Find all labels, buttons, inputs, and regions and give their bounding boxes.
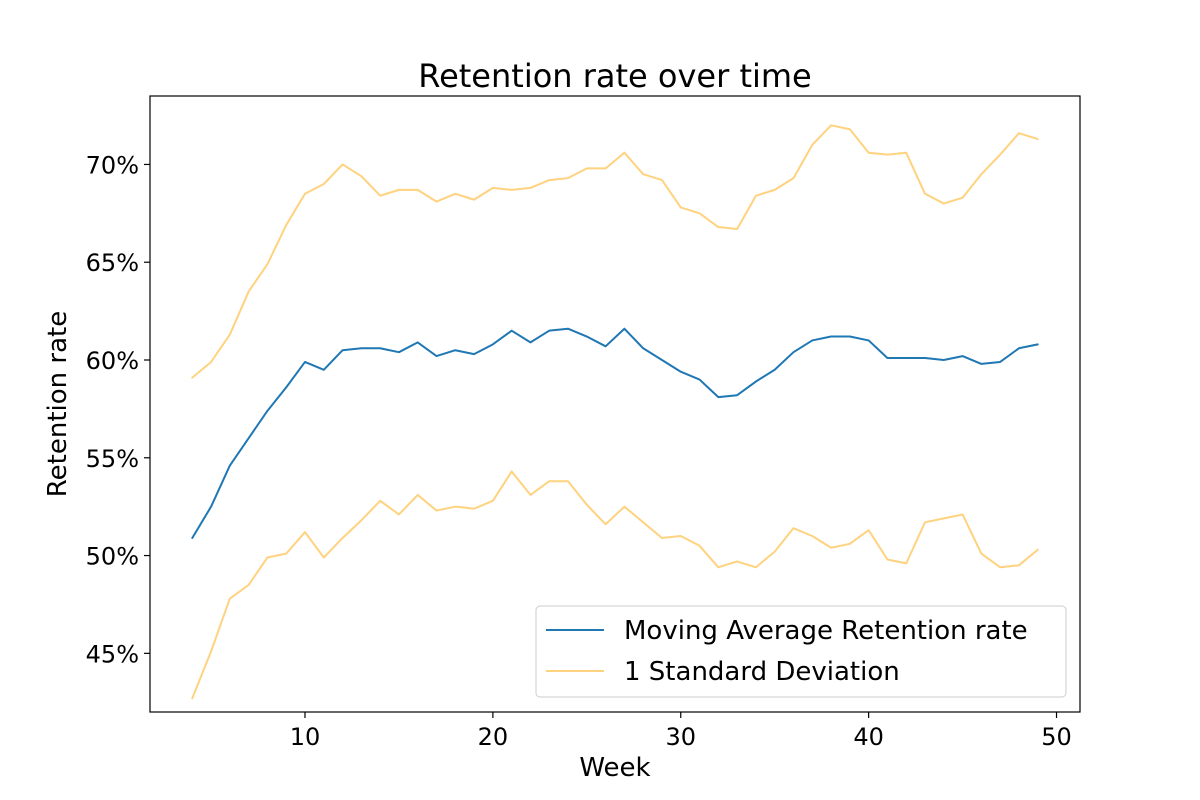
x-tick-label: 10 [290,723,321,751]
x-axis-label: Week [579,753,650,783]
series-layer [191,124,1039,700]
x-tick-label: 40 [853,723,884,751]
ticks-layer: 10 20 30 40 50 45% 50% 55% 60% 65% 70% [86,151,1072,751]
plot-frame [149,95,1081,713]
y-tick-label: 70% [86,151,139,179]
series-line-std-upper [191,124,1039,379]
y-tick-label: 60% [86,347,139,375]
x-tick-label: 30 [665,723,696,751]
x-tick-label: 20 [478,723,509,751]
x-tick-label: 50 [1041,723,1072,751]
series-line-std-lower [191,470,1039,700]
y-tick-label: 45% [86,640,139,668]
y-tick-label: 50% [86,543,139,571]
legend: Moving Average Retention rate 1 Standard… [535,605,1067,698]
chart-title: Retention rate over time [418,57,811,95]
y-tick-label: 65% [86,249,139,277]
legend-label-moving-average: Moving Average Retention rate [624,616,1028,646]
series-line-moving-average [191,327,1039,539]
legend-label-standard-deviation: 1 Standard Deviation [624,657,900,687]
y-tick-label: 55% [86,445,139,473]
y-axis-label: Retention rate [43,311,73,497]
legend-box [535,605,1067,698]
